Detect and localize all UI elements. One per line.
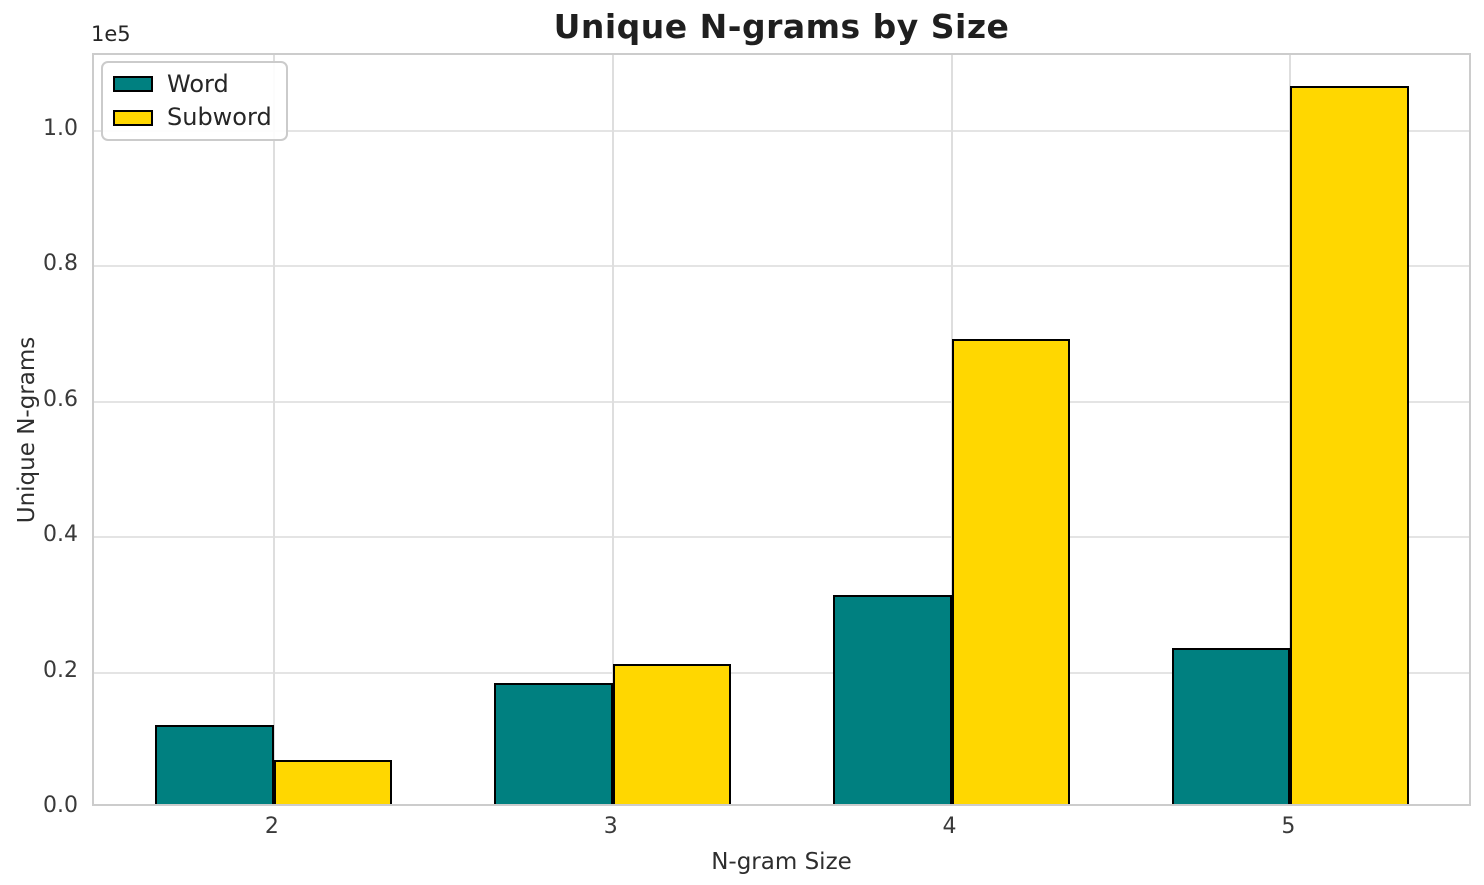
bar-word-4 [832,594,952,804]
y-gridline [94,536,1469,539]
chart-title: Unique N-grams by Size [553,7,1010,46]
x-tick-label: 4 [942,814,957,839]
bar-word-2 [155,725,274,804]
legend-item-subword: Subword [113,103,272,132]
y-tick-label: 1.0 [43,115,78,141]
x-tick-label: 5 [1281,814,1296,839]
y-tick-label: 0.8 [43,251,78,277]
x-tick-label: 3 [603,814,618,839]
legend-item-word: Word [113,71,272,97]
y-tick-label: 0.6 [43,386,78,412]
x-gridline [272,55,275,804]
y-gridline [94,400,1469,403]
x-axis-label: N-gram Size [711,849,852,875]
bar-subword-3 [612,663,732,804]
bar-word-5 [1171,647,1291,804]
x-gridline [611,55,614,804]
legend: Word Subword [101,61,288,141]
y-axis-label: Unique N-grams [14,336,40,524]
legend-label-subword: Subword [167,103,272,132]
legend-label-word: Word [167,70,229,98]
y-gridline [94,671,1469,674]
y-gridline [94,265,1469,268]
y-tick-label: 0.0 [43,793,78,818]
y-axis-offset-label: 1e5 [91,22,131,46]
bar-word-3 [494,682,613,804]
bar-subword-2 [273,760,393,804]
bar-subword-5 [1290,86,1409,804]
legend-swatch-word [113,76,153,93]
x-tick-label: 2 [264,814,279,839]
y-tick-label: 0.2 [43,657,78,683]
plot-area [92,53,1471,806]
bar-subword-4 [951,338,1071,804]
y-tick-label: 0.4 [43,522,78,548]
legend-swatch-subword [113,109,153,126]
y-gridline [94,129,1469,132]
